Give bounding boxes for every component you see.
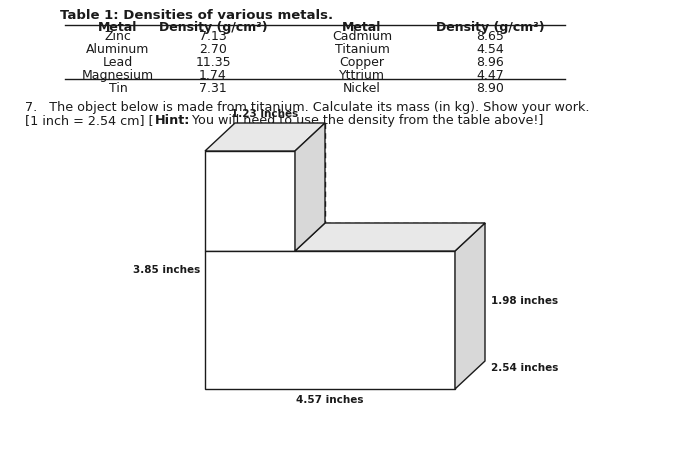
Polygon shape bbox=[295, 123, 325, 251]
Text: Metal: Metal bbox=[98, 21, 138, 34]
Text: You will need to use the density from the table above!]: You will need to use the density from th… bbox=[188, 114, 543, 127]
Text: 7.31: 7.31 bbox=[199, 82, 227, 95]
Text: 2.70: 2.70 bbox=[199, 43, 227, 56]
Text: 11.35: 11.35 bbox=[195, 56, 231, 69]
Text: 8.90: 8.90 bbox=[476, 82, 504, 95]
Text: 1.98 inches: 1.98 inches bbox=[491, 296, 558, 306]
Text: Copper: Copper bbox=[340, 56, 384, 69]
Polygon shape bbox=[455, 223, 485, 389]
Text: 4.47: 4.47 bbox=[476, 69, 504, 82]
Text: Table 1: Densities of various metals.: Table 1: Densities of various metals. bbox=[60, 9, 333, 22]
Polygon shape bbox=[205, 251, 455, 389]
Polygon shape bbox=[205, 151, 295, 251]
Polygon shape bbox=[205, 123, 325, 151]
Text: Density (g/cm³): Density (g/cm³) bbox=[159, 21, 267, 34]
Text: Nickel: Nickel bbox=[343, 82, 381, 95]
Text: Cadmium: Cadmium bbox=[332, 30, 392, 43]
Text: 4.57 inches: 4.57 inches bbox=[296, 395, 364, 405]
Polygon shape bbox=[295, 223, 485, 251]
Text: Zinc: Zinc bbox=[104, 30, 132, 43]
Text: 8.65: 8.65 bbox=[476, 30, 504, 43]
Text: Metal: Metal bbox=[342, 21, 382, 34]
Text: 3.85 inches: 3.85 inches bbox=[133, 265, 200, 275]
Text: Lead: Lead bbox=[103, 56, 133, 69]
Text: 2.54 inches: 2.54 inches bbox=[491, 363, 559, 373]
Text: [1 inch = 2.54 cm] [: [1 inch = 2.54 cm] [ bbox=[25, 114, 153, 127]
Text: Magnesium: Magnesium bbox=[82, 69, 154, 82]
Text: Aluminum: Aluminum bbox=[86, 43, 150, 56]
Text: 7.   The object below is made from titanium. Calculate its mass (in kg). Show yo: 7. The object below is made from titaniu… bbox=[25, 101, 589, 114]
Text: 8.96: 8.96 bbox=[476, 56, 504, 69]
Text: 7.13: 7.13 bbox=[199, 30, 227, 43]
Text: Density (g/cm³): Density (g/cm³) bbox=[435, 21, 545, 34]
Text: Hint:: Hint: bbox=[155, 114, 190, 127]
Text: 4.54: 4.54 bbox=[476, 43, 504, 56]
Text: Tin: Tin bbox=[108, 82, 127, 95]
Text: Yttrium: Yttrium bbox=[339, 69, 385, 82]
Text: 1.74: 1.74 bbox=[199, 69, 227, 82]
Text: Titanium: Titanium bbox=[335, 43, 389, 56]
Text: 1.23 inches: 1.23 inches bbox=[232, 109, 299, 119]
